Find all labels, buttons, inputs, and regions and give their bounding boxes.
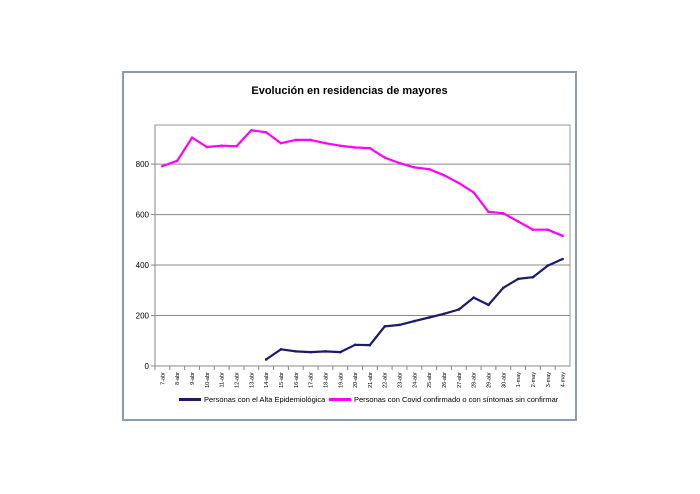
x-tick-label: 1-may <box>516 372 522 388</box>
data-point <box>427 316 431 319</box>
data-point <box>502 212 505 215</box>
data-point <box>250 128 253 132</box>
data-point <box>279 348 283 351</box>
data-point <box>368 146 372 150</box>
data-point <box>309 138 312 142</box>
x-tick-label: 23-abr <box>398 372 404 388</box>
data-point <box>324 141 327 145</box>
data-point <box>531 275 535 279</box>
x-tick-label: 13-abr <box>249 372 255 388</box>
x-tick-label: 27-abr <box>457 372 463 388</box>
x-tick-label: 21-abr <box>368 372 374 388</box>
data-point <box>442 173 446 177</box>
data-point <box>235 144 238 148</box>
data-point <box>413 319 416 323</box>
x-tick-label: 26-abr <box>442 372 448 388</box>
data-point <box>546 228 550 232</box>
data-point <box>531 228 535 232</box>
data-point <box>472 191 475 194</box>
data-point <box>338 144 342 147</box>
data-point <box>383 325 387 328</box>
x-tick-label: 22-abr <box>383 372 389 388</box>
data-point <box>279 141 283 145</box>
x-tick-label: 19-abr <box>338 372 344 388</box>
data-point <box>264 131 268 134</box>
y-tick-label: 600 <box>136 211 150 220</box>
data-point <box>368 343 372 347</box>
data-point <box>264 358 268 361</box>
legend-swatch <box>179 398 201 401</box>
data-point <box>294 138 298 142</box>
data-point <box>442 312 446 316</box>
legend-item-covid: Personas con Covid confirmado o con sínt… <box>329 395 558 404</box>
y-tick-label: 200 <box>136 312 150 321</box>
x-tick-label: 20-abr <box>353 372 359 388</box>
series-line-1 <box>162 129 564 237</box>
x-tick-label: 8-abr <box>175 372 181 385</box>
data-point <box>457 308 461 311</box>
data-point <box>353 343 357 347</box>
data-point <box>457 181 461 185</box>
x-tick-label: 28-abr <box>472 372 478 388</box>
x-tick-label: 3-may <box>546 372 552 388</box>
x-tick-label: 25-abr <box>427 372 433 388</box>
data-point <box>205 145 209 149</box>
x-tick-label: 12-abr <box>235 372 241 388</box>
data-point <box>398 161 401 165</box>
chart-frame: Evolución en residencias de mayores 0 200… <box>122 71 577 421</box>
legend-label: Personas con Covid confirmado o con sínt… <box>354 395 559 404</box>
data-point <box>309 350 312 354</box>
data-point <box>502 286 505 290</box>
y-tick-label: 0 <box>145 362 150 371</box>
x-tick-label: 14-abr <box>264 372 270 388</box>
plot-area <box>154 124 571 367</box>
data-point <box>487 210 490 214</box>
x-tick-label: 29-abr <box>486 372 492 388</box>
data-point <box>353 146 357 149</box>
data-point <box>487 303 490 307</box>
data-point <box>383 156 387 159</box>
x-tick-label: 15-abr <box>279 372 285 388</box>
x-tick-label: 18-abr <box>323 372 329 388</box>
x-tick-label: 10-abr <box>205 372 211 388</box>
x-tick-label: 11-abr <box>220 372 226 388</box>
x-tick-label: 2-may <box>531 372 537 388</box>
x-tick-label: 24-abr <box>412 372 418 388</box>
data-point <box>561 234 564 238</box>
x-tick-label: 17-abr <box>309 372 315 388</box>
data-point <box>294 350 298 353</box>
data-point <box>561 257 564 261</box>
y-tick-label: 800 <box>136 160 150 169</box>
y-tick-label: 400 <box>136 261 150 270</box>
legend-swatch <box>329 398 351 401</box>
legend-item-alta: Personas con el Alta Epidemiológica <box>179 395 325 404</box>
x-tick-label: 30-abr <box>501 372 507 388</box>
data-point <box>338 350 342 354</box>
data-point <box>516 220 520 223</box>
legend-label: Personas con el Alta Epidemiológica <box>204 395 326 404</box>
data-point <box>161 164 164 168</box>
data-point <box>324 350 327 353</box>
x-tick-label: 9-abr <box>190 372 196 385</box>
chart-title: Evolución en residencias de mayores <box>251 85 448 97</box>
data-point <box>516 277 520 281</box>
x-tick-label: 16-abr <box>294 372 300 388</box>
data-point <box>398 323 401 327</box>
data-point <box>220 144 223 147</box>
data-point <box>190 136 194 139</box>
data-point <box>427 167 431 171</box>
x-tick-label: 7-abr <box>160 372 166 385</box>
data-point <box>413 166 416 169</box>
data-point <box>472 296 475 299</box>
line-chart: 0 200 400 600 800 7-abr 8-abr 9-abr 10-abr 11-abr… <box>136 124 571 388</box>
x-tick-label: 4-may <box>561 372 567 388</box>
data-point <box>546 264 550 267</box>
data-point <box>175 159 179 163</box>
